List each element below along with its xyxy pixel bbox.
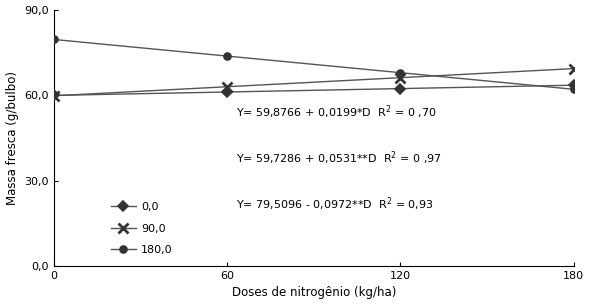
Text: Y= 59,8766 + 0,0199*D  R$^2$ = 0 ,70: Y= 59,8766 + 0,0199*D R$^2$ = 0 ,70 bbox=[235, 103, 436, 121]
Text: Y= 79,5096 - 0,0972**D  R$^2$ = 0,93: Y= 79,5096 - 0,0972**D R$^2$ = 0,93 bbox=[235, 196, 434, 213]
Legend: 0,0, 90,0, 180,0: 0,0, 90,0, 180,0 bbox=[111, 202, 173, 255]
Y-axis label: Massa fresca (g/bulbo): Massa fresca (g/bulbo) bbox=[5, 71, 18, 205]
Text: Y= 59,7286 + 0,0531**D  R$^2$ = 0 ,97: Y= 59,7286 + 0,0531**D R$^2$ = 0 ,97 bbox=[235, 149, 442, 167]
X-axis label: Doses de nitrogênio (kg/ha): Doses de nitrogênio (kg/ha) bbox=[231, 286, 396, 300]
